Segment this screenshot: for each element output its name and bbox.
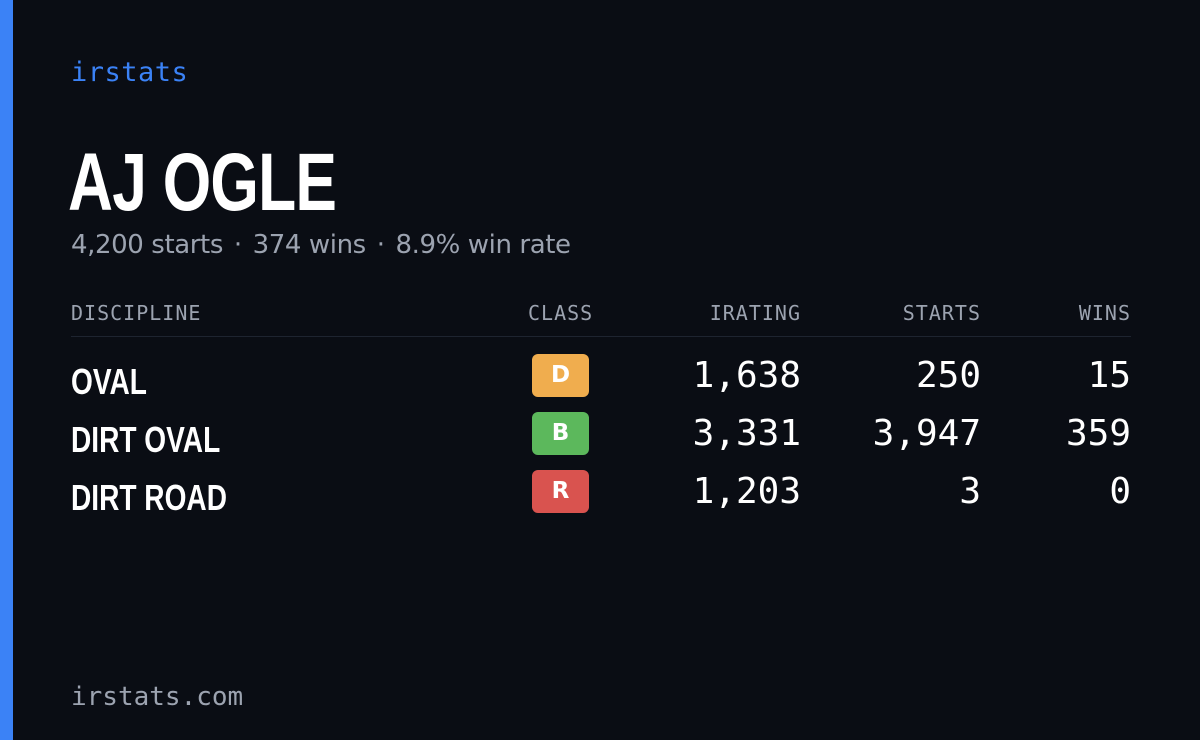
column-header-class: CLASS (528, 301, 594, 325)
wins-summary: 374 wins (252, 230, 367, 260)
footer-url: irstats.com (71, 682, 244, 712)
table-header: DISCIPLINE CLASS IRATING STARTS WINS (71, 296, 1131, 337)
discipline-name: DIRT ROAD (71, 477, 227, 518)
column-header-discipline: DISCIPLINE (71, 301, 202, 325)
table-row: DIRT ROAD R 1,203 3 0 (71, 470, 1131, 526)
class-badge: B (532, 412, 589, 455)
driver-name: AJ OGLE (68, 137, 337, 228)
class-badge: D (532, 354, 589, 397)
starts-summary: 4,200 starts (71, 230, 223, 260)
irating-value: 1,638 (692, 355, 801, 396)
column-header-starts: STARTS (902, 301, 981, 325)
summary-separator: · (376, 230, 385, 260)
driver-summary: 4,200 starts · 374 wins · 8.9% win rate (71, 228, 571, 262)
starts-value: 250 (915, 355, 981, 396)
stats-table: DISCIPLINE CLASS IRATING STARTS WINS OVA… (71, 296, 1131, 518)
starts-value: 3,947 (872, 413, 981, 454)
wins-value: 15 (1087, 355, 1131, 396)
brand-logo: irstats (71, 57, 189, 88)
table-row: OVAL D 1,638 250 15 (71, 354, 1131, 410)
column-header-wins: WINS (1078, 301, 1131, 325)
class-badge: R (532, 470, 589, 513)
wins-value: 0 (1109, 471, 1131, 512)
irating-value: 3,331 (692, 413, 801, 454)
winrate-summary: 8.9% win rate (395, 230, 571, 260)
starts-value: 3 (959, 471, 981, 512)
table-row: DIRT OVAL B 3,331 3,947 359 (71, 412, 1131, 468)
irating-value: 1,203 (692, 471, 801, 512)
column-header-irating: IRATING (709, 301, 801, 325)
summary-separator: · (233, 230, 242, 260)
discipline-name: OVAL (71, 361, 147, 402)
wins-value: 359 (1065, 413, 1131, 454)
discipline-name: DIRT OVAL (71, 419, 221, 460)
accent-bar (0, 0, 13, 740)
